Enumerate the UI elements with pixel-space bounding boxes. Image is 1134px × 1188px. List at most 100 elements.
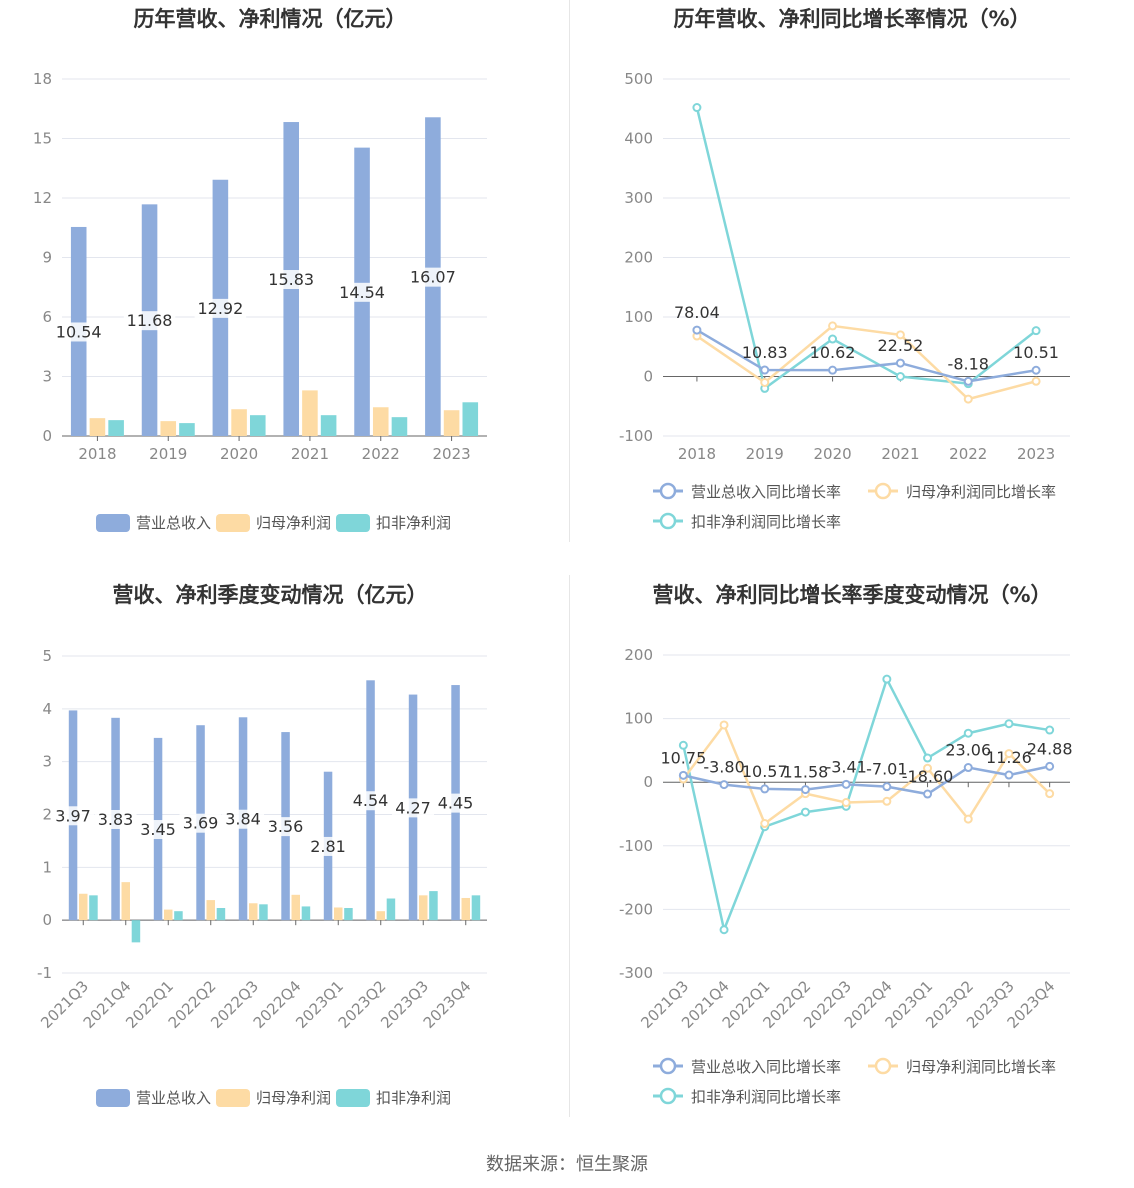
x-tick-label: 2020: [813, 445, 851, 463]
data-source-label: 数据来源：恒生聚源: [486, 1154, 648, 1175]
point: [1004, 770, 1014, 780]
point: [1004, 719, 1014, 729]
point: [760, 784, 770, 794]
bar: [429, 891, 438, 921]
y-tick-label: 0: [643, 368, 653, 386]
legend-swatch: [216, 1089, 250, 1107]
quarterly-growth-rate-chart: 营收、净利同比增长率季度变动情况（%）-300-200-100010020020…: [619, 583, 1073, 1106]
data-label: 2.81: [310, 837, 346, 856]
data-label: -3.41: [825, 757, 866, 776]
bar: [131, 920, 141, 943]
series-1: [678, 720, 1055, 829]
point: [963, 394, 973, 404]
annual-bar-chart: 历年营收、净利情况（亿元） 0 3 6 9 12 15 18 2018 2019 2020 2021 2…: [0, 0, 568, 545]
y-tick-label: 500: [624, 70, 653, 88]
bar: [121, 882, 130, 921]
bar: [376, 911, 385, 921]
bar: [419, 895, 428, 921]
bar: [79, 893, 88, 921]
bar: [108, 420, 124, 436]
y-tick-label: 2: [42, 806, 52, 824]
bar: [206, 900, 215, 921]
legend-marker: [659, 1087, 677, 1105]
data-label: 3.97: [55, 806, 91, 825]
point: [895, 358, 905, 368]
point: [760, 377, 770, 387]
data-label: -8.18: [948, 354, 989, 373]
legend-label: 归母净利润同比增长率: [906, 1058, 1056, 1076]
point: [1004, 749, 1014, 759]
legend-swatch: [336, 514, 370, 532]
data-label-bg: [222, 809, 265, 829]
data-label-bg: [307, 836, 350, 856]
data-label-bg: [52, 806, 95, 826]
point: [678, 740, 688, 750]
data-label: 10.57: [742, 762, 788, 781]
point: [963, 376, 973, 386]
bar: [344, 908, 353, 921]
bar: [174, 911, 183, 921]
point: [963, 814, 973, 824]
point: [828, 334, 838, 344]
chart-title: 历年营收、净利同比增长率情况（%）: [673, 7, 1030, 31]
y-tick-label: 9: [42, 249, 52, 267]
bar: [179, 423, 195, 436]
point: [760, 819, 770, 829]
series-line: [696, 324, 1037, 401]
point: [841, 798, 851, 808]
bar: [386, 898, 396, 921]
point: [719, 720, 729, 730]
data-label: 14.54: [339, 283, 385, 302]
y-tick-label: 100: [624, 710, 653, 728]
series-1: [89, 390, 460, 436]
series-0: [70, 117, 441, 437]
point: [719, 925, 729, 935]
data-label-bg: [336, 282, 388, 302]
point: [963, 728, 973, 738]
data-label: 11.58: [783, 763, 829, 782]
x-tick-label: 2019: [149, 445, 187, 463]
chart-title: 营收、净利同比增长率季度变动情况（%）: [652, 583, 1051, 607]
data-label: 22.52: [878, 336, 924, 355]
series-1: [79, 882, 470, 921]
x-tick-label: 2023: [1017, 445, 1055, 463]
data-label: 10.54: [56, 322, 102, 341]
series-line: [682, 722, 1051, 826]
data-label: 10.62: [810, 343, 856, 362]
chart-title: 营收、净利季度变动情况（亿元）: [113, 583, 428, 607]
point: [923, 789, 933, 799]
quarterly-growth-chart: 营收、净利同比增长率季度变动情况（%） -300 -200 -100 0 100 200 20…: [570, 575, 1134, 1120]
point: [923, 763, 933, 773]
bar: [391, 417, 408, 436]
y-tick-label: 18: [33, 70, 52, 88]
y-tick-label: 200: [624, 646, 653, 664]
bar: [334, 907, 343, 921]
point: [692, 325, 702, 335]
data-label: 11.68: [127, 311, 173, 330]
bar: [164, 909, 173, 921]
point: [828, 365, 838, 375]
bar: [231, 409, 247, 436]
point: [1045, 725, 1055, 735]
point: [1031, 365, 1041, 375]
bar: [320, 415, 337, 436]
data-label: 78.04: [674, 303, 720, 322]
bar: [372, 407, 389, 436]
legend-label: 营业总收入: [136, 514, 211, 532]
legend-label: 扣非净利润: [376, 514, 451, 532]
x-tick-label: 2021: [881, 445, 919, 463]
series-2: [89, 891, 481, 943]
point: [882, 674, 892, 684]
data-label: 12.92: [197, 299, 243, 318]
annual-revenue-profit-chart: 历年营收、净利情况（亿元） 0 3 6 9 12 15 18 2018 2019 2020 2021 2…: [33, 7, 487, 532]
series-1: [692, 321, 1041, 404]
y-tick-label: 100: [624, 308, 653, 326]
chart-title: 历年营收、净利情况（亿元）: [134, 7, 407, 31]
data-label: -7.01: [866, 760, 907, 779]
y-tick-label: 3: [42, 753, 52, 771]
data-label: 16.07: [410, 268, 456, 287]
data-label-bg: [434, 793, 477, 813]
legend: 营业总收入 归母净利润 扣非净利润: [96, 1089, 451, 1107]
